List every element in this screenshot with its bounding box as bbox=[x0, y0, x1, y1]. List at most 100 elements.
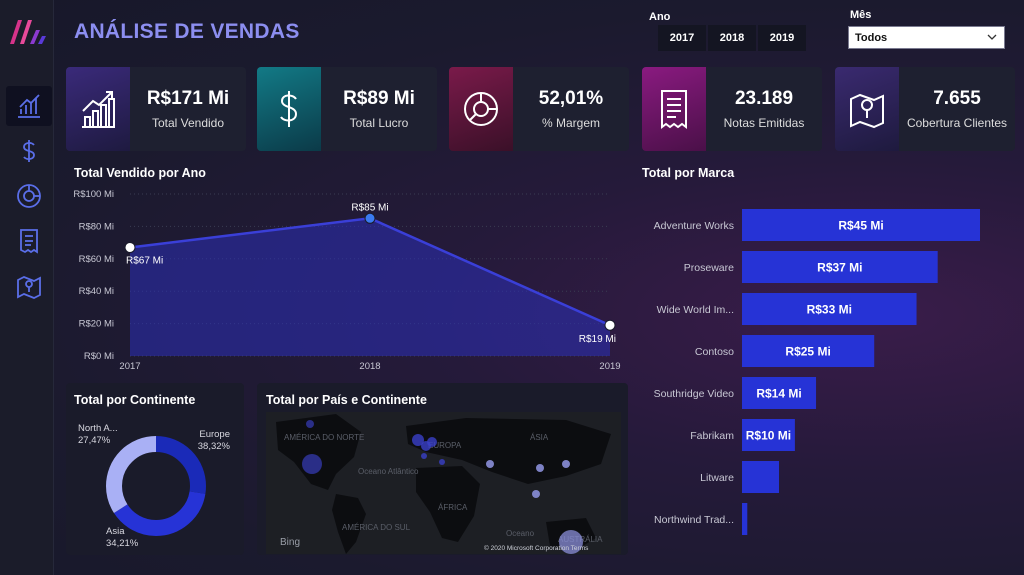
month-filter-label: Mês bbox=[850, 9, 872, 21]
kpi-value: 7.655 bbox=[933, 88, 981, 109]
kpi-label: Cobertura Clientes bbox=[906, 116, 1008, 130]
nav-sales-dashboard[interactable] bbox=[6, 86, 52, 126]
bar bbox=[742, 251, 938, 283]
map-bubble[interactable] bbox=[412, 434, 424, 446]
map-attribution[interactable]: © 2020 Microsoft Corporation Terms bbox=[484, 544, 589, 552]
kpi-card-total-vendido: R$171 Mi Total Vendido bbox=[66, 67, 246, 151]
map-label: ÁFRICA bbox=[438, 503, 468, 512]
kpi-value: R$171 Mi bbox=[146, 88, 230, 109]
bar bbox=[742, 503, 748, 535]
dollar-icon bbox=[280, 91, 298, 127]
year-button-2018[interactable]: 2018 bbox=[708, 25, 756, 51]
world-map[interactable]: AMÉRICA DO NORTE EUROPA ÁSIA Oceano Atlâ… bbox=[266, 412, 621, 554]
kpi-icon-box bbox=[257, 67, 321, 151]
category-label: Wide World Im... bbox=[657, 304, 734, 316]
kpi-label: Total Lucro bbox=[349, 116, 409, 130]
bar bbox=[742, 461, 780, 493]
x-tick-label: 2017 bbox=[119, 361, 140, 372]
nav-invoices[interactable] bbox=[6, 221, 52, 261]
growth-chart-icon bbox=[82, 91, 115, 128]
kpi-label: % Margem bbox=[541, 116, 600, 130]
slice-category-label: Asia bbox=[106, 526, 125, 537]
map-label: ÁSIA bbox=[530, 433, 549, 442]
y-tick-label: R$100 Mi bbox=[73, 189, 114, 200]
map-bubble[interactable] bbox=[421, 453, 427, 459]
kpi-card-cobertura: 7.655 Cobertura Clientes bbox=[835, 67, 1015, 151]
map-bubble[interactable] bbox=[486, 460, 494, 468]
kpi-value: 52,01% bbox=[538, 88, 604, 109]
bar-value-label: R$14 Mi bbox=[756, 387, 801, 401]
map-bubble[interactable] bbox=[536, 464, 544, 472]
slice-value-label: 38,32% bbox=[198, 441, 231, 452]
kpi-icon-box bbox=[642, 67, 706, 151]
data-point bbox=[124, 241, 136, 253]
bar-value-label: R$10 Mi bbox=[746, 429, 791, 443]
data-label: R$85 Mi bbox=[351, 202, 388, 213]
y-tick-label: R$80 Mi bbox=[79, 221, 114, 232]
y-tick-label: R$60 Mi bbox=[79, 254, 114, 265]
y-tick-label: R$0 Mi bbox=[84, 351, 114, 362]
donut-icon bbox=[464, 92, 498, 126]
map-bubble[interactable] bbox=[562, 460, 570, 468]
nav-margin[interactable] bbox=[6, 176, 52, 216]
chart-icon bbox=[18, 94, 40, 118]
data-label: R$19 Mi bbox=[579, 334, 616, 345]
month-dropdown[interactable]: Todos bbox=[848, 26, 1005, 49]
map-bubble[interactable] bbox=[302, 454, 322, 474]
area-chart: R$0 Mi R$20 Mi R$40 Mi R$60 Mi R$80 Mi R$100 … bbox=[73, 189, 620, 372]
bing-logo: Bing bbox=[280, 537, 300, 548]
landmass-north-america bbox=[276, 414, 361, 490]
category-label: Proseware bbox=[684, 262, 734, 274]
map-label: Oceano bbox=[506, 529, 535, 538]
y-tick-label: R$40 Mi bbox=[79, 286, 114, 297]
receipt-icon bbox=[20, 229, 38, 254]
data-point bbox=[604, 319, 616, 331]
map-title: Total por País e Continente bbox=[266, 393, 427, 407]
receipt-icon bbox=[661, 90, 687, 129]
map-bubble[interactable] bbox=[559, 530, 583, 554]
category-label: Litware bbox=[700, 472, 734, 484]
kpi-icon-box bbox=[66, 67, 130, 151]
donut-slice bbox=[106, 436, 206, 536]
kpi-value: R$89 Mi bbox=[343, 88, 415, 109]
bar bbox=[742, 335, 875, 367]
bar-chart: Adventure Works R$45 Mi Proseware R$37 Mi Wi… bbox=[654, 209, 980, 535]
month-dropdown-value: Todos bbox=[855, 31, 888, 44]
slice-category-label: North A... bbox=[78, 423, 118, 434]
area-chart-title: Total Vendido por Ano bbox=[74, 166, 206, 180]
nav-profit[interactable] bbox=[6, 131, 52, 171]
kpi-icon-box bbox=[449, 67, 513, 151]
category-label: Northwind Trad... bbox=[654, 514, 734, 526]
donut-chart-title: Total por Continente bbox=[74, 393, 196, 407]
slice-value-label: 34,21% bbox=[106, 538, 139, 549]
page-title: ANÁLISE DE VENDAS bbox=[74, 20, 300, 43]
kpi-card-total-lucro: R$89 Mi Total Lucro bbox=[257, 67, 437, 151]
slice-category-label: Europe bbox=[199, 429, 230, 440]
kpi-label: Total Vendido bbox=[151, 116, 225, 130]
bar bbox=[742, 209, 980, 241]
x-tick-label: 2018 bbox=[359, 361, 380, 372]
x-tick-label: 2019 bbox=[599, 361, 620, 372]
map-bubble[interactable] bbox=[439, 459, 445, 465]
bar bbox=[742, 377, 817, 409]
map-icon bbox=[17, 276, 41, 299]
y-tick-label: R$20 Mi bbox=[79, 319, 114, 330]
map-bubble[interactable] bbox=[306, 420, 314, 428]
map-bubble[interactable] bbox=[532, 490, 540, 498]
category-label: Contoso bbox=[695, 346, 734, 358]
map-label: EUROPA bbox=[428, 441, 462, 450]
landmass-south-america bbox=[332, 494, 366, 554]
year-button-2019[interactable]: 2019 bbox=[758, 25, 806, 51]
map-bubble[interactable] bbox=[427, 437, 437, 447]
bar-value-label: R$33 Mi bbox=[807, 303, 852, 317]
category-label: Fabrikam bbox=[690, 430, 734, 442]
year-button-2017[interactable]: 2017 bbox=[658, 25, 706, 51]
year-filter-label: Ano bbox=[649, 11, 671, 23]
kpi-card-notas: 23.189 Notas Emitidas bbox=[642, 67, 822, 151]
area-fill bbox=[130, 218, 610, 356]
nav-coverage[interactable] bbox=[6, 266, 52, 306]
donut-icon bbox=[17, 184, 41, 208]
bar bbox=[742, 293, 917, 325]
map-label: AMÉRICA DO NORTE bbox=[284, 433, 364, 442]
